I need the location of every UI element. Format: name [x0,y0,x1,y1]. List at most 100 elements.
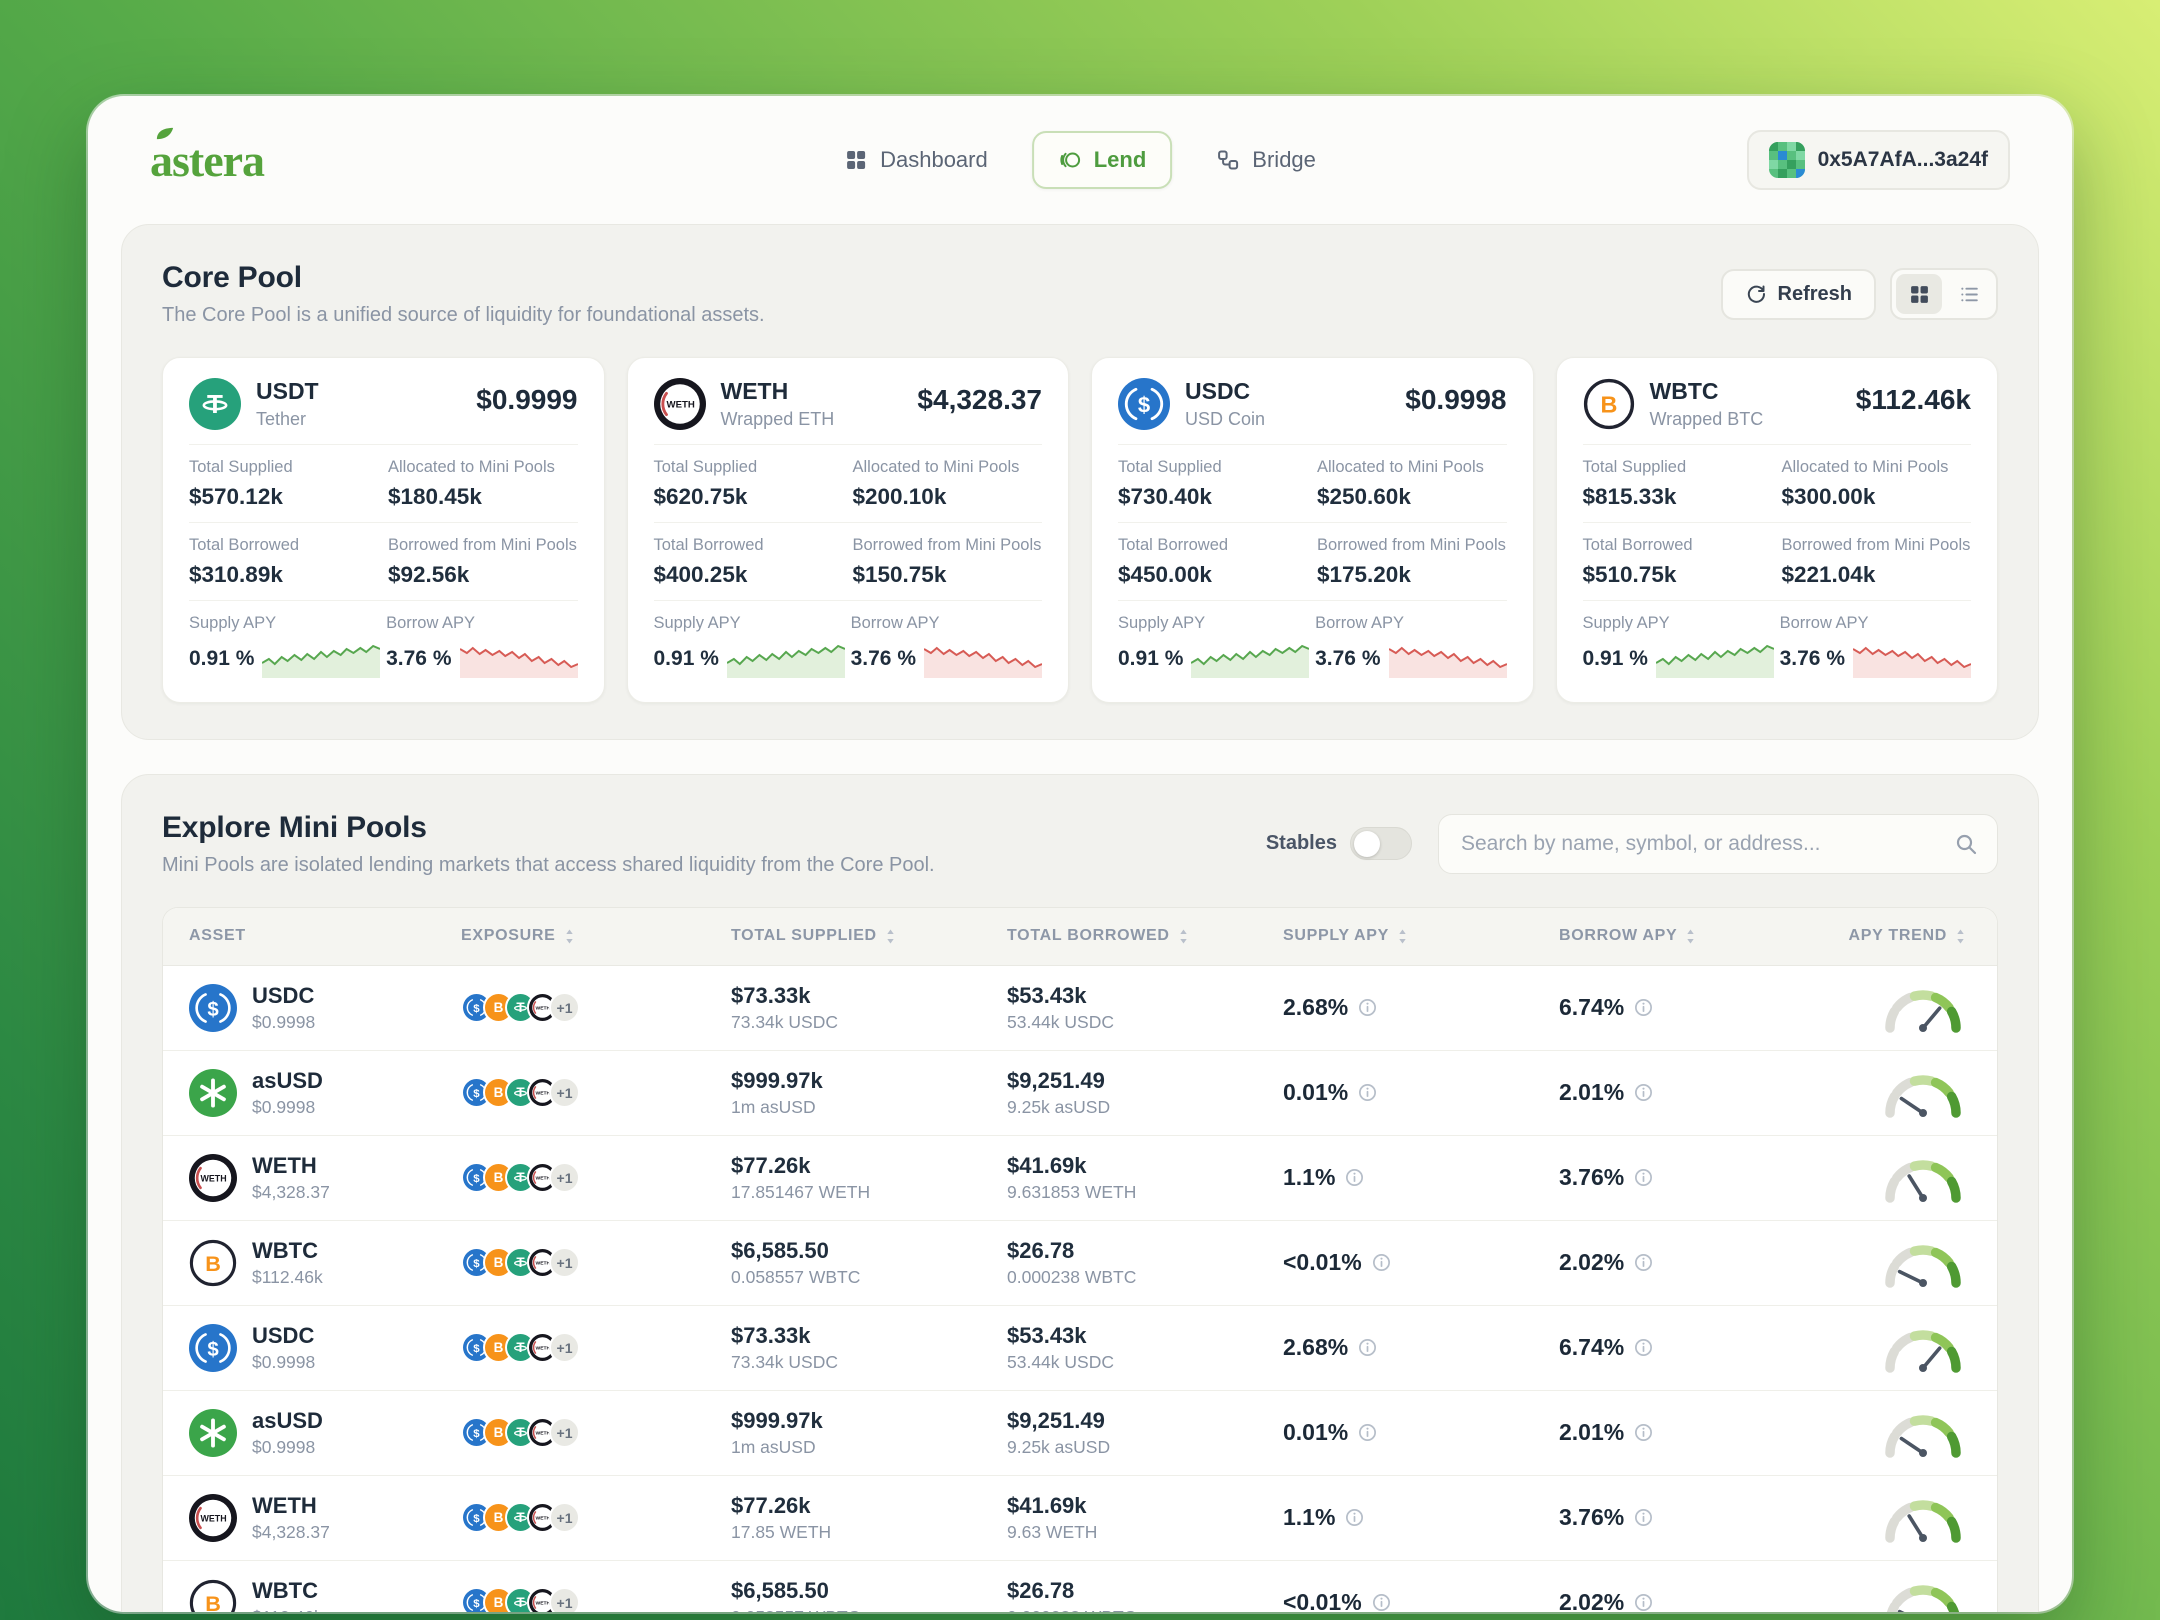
supply-apy-cell: 1.1% [1283,1164,1559,1191]
stables-toggle[interactable] [1350,827,1412,861]
asset-cell: WETH WETH $4,328.37 [189,1493,461,1543]
mini-pool-row[interactable]: WETH WETH $4,328.37 $ B T WETH +1 $77.26… [163,1135,1997,1221]
info-icon[interactable] [1357,1422,1378,1443]
column-header-asset: ASSET [189,927,461,945]
borrowed-from-value: $221.04k [1781,561,1876,587]
svg-text:B: B [494,1426,504,1441]
borrow-apy-value: 6.74% [1559,1334,1625,1361]
core-pool-card[interactable]: WETH WETH Wrapped ETH $4,328.37 Total Su… [626,357,1069,703]
nav-lend[interactable]: Lend [1031,131,1173,189]
nav-bridge[interactable]: Bridge [1190,131,1342,189]
mini-pool-row[interactable]: $ USDC $0.9998 $ B T WETH +1 $73.33k 73.… [163,1305,1997,1391]
apy-trend-gauge [1879,1065,1967,1121]
supplied-value: $73.33k [731,1322,811,1348]
info-icon[interactable] [1633,1252,1654,1273]
mini-pool-row[interactable]: $ USDC $0.9998 $ B T WETH +1 $73.33k 73.… [163,965,1997,1051]
mini-pool-row[interactable]: B WBTC $112.46k $ B T WETH +1 $6,585.50 … [163,1220,1997,1306]
info-icon[interactable] [1357,1082,1378,1103]
supply-apy-sparkline [726,644,845,678]
info-icon[interactable] [1357,1337,1378,1358]
token-icon [189,1068,237,1117]
info-icon[interactable] [1633,1592,1654,1612]
mini-pool-row[interactable]: asUSD $0.9998 $ B T WETH +1 $999.97k 1m … [163,1390,1997,1476]
info-icon[interactable] [1633,1082,1654,1103]
svg-text:T: T [516,1596,525,1611]
exposure-icons: $ B T WETH +1 [461,992,731,1024]
info-icon[interactable] [1344,1167,1365,1188]
column-header-total-borrowed[interactable]: TOTAL BORROWED [1007,927,1283,945]
borrowed-value: $26.78 [1007,1237,1075,1263]
exposure-cell: $ B T WETH +1 [461,1332,731,1364]
borrow-apy-value: 3.76% [1559,1504,1625,1531]
svg-text:B: B [1600,391,1617,417]
borrow-apy-value: 6.74% [1559,994,1625,1021]
brand-logo[interactable]: astera [150,127,265,187]
total-borrowed-label: Total Borrowed [189,535,300,554]
token-symbol: USDT [256,378,319,404]
borrow-apy-cell: 2.01% [1559,1079,1839,1106]
mini-pool-row[interactable]: B WBTC $112.46k $ B T WETH +1 $6,585.50 … [163,1560,1997,1612]
total-supplied-value: $815.33k [1582,483,1677,509]
mini-pool-row[interactable]: asUSD $0.9998 $ B T WETH +1 $999.97k 1m … [163,1050,1997,1136]
total-supplied-label: Total Supplied [653,458,758,476]
column-header-apy-trend[interactable]: APY TREND [1839,927,1971,945]
search-input[interactable] [1438,813,1998,874]
total-supplied-cell: $999.97k 1m asUSD [731,1408,1007,1458]
core-pool-cards: T USDT Tether $0.9999 Total Supplied $57… [162,357,1998,703]
wallet-button[interactable]: 0x5A7AfA...3a24f [1746,130,2010,190]
borrow-apy-label: Borrow APY [1315,613,1405,632]
exposure-cell: $ B T WETH +1 [461,992,731,1024]
exposure-more-badge: +1 [549,1587,580,1612]
supply-apy-sparkline [262,644,381,678]
supply-apy-value: 0.01% [1283,1079,1349,1106]
total-borrowed-cell: $9,251.49 9.25k asUSD [1007,1408,1283,1458]
svg-text:WETH: WETH [535,1601,550,1607]
info-icon[interactable] [1633,1422,1654,1443]
search-icon [1954,832,1978,856]
supplied-value: $77.26k [731,1152,811,1178]
info-icon[interactable] [1633,1337,1654,1358]
token-symbol: asUSD [252,1067,323,1093]
core-pool-card[interactable]: $ USDC USD Coin $0.9998 Total Supplied $… [1091,357,1534,703]
column-header-exposure[interactable]: EXPOSURE [461,927,731,945]
column-header-borrow-apy[interactable]: BORROW APY [1559,927,1839,945]
core-pool-section: Core Pool The Core Pool is a unified sou… [121,224,2039,740]
column-header-total-supplied[interactable]: TOTAL SUPPLIED [731,927,1007,945]
total-borrowed-cell: $26.78 0.000238 WBTC [1007,1238,1283,1288]
core-pool-card[interactable]: B WBTC Wrapped BTC $112.46k Total Suppli… [1555,357,1998,703]
supply-apy-label: Supply APY [1118,613,1206,632]
nav-label: Lend [1093,147,1147,172]
core-pool-card[interactable]: T USDT Tether $0.9999 Total Supplied $57… [162,357,605,703]
supply-apy-label: Supply APY [653,613,741,632]
supply-apy-value: 0.91 % [1582,646,1648,670]
table-body: $ USDC $0.9998 $ B T WETH +1 $73.33k 73.… [163,965,1997,1612]
supplied-amount: 73.34k USDC [731,1351,838,1372]
total-borrowed-value: $400.25k [653,561,748,587]
svg-text:B: B [494,1171,504,1186]
borrowed-amount: 0.000238 WBTC [1007,1607,1283,1612]
info-icon[interactable] [1633,1167,1654,1188]
borrowed-value: $9,251.49 [1007,1407,1105,1433]
list-view-button[interactable] [1946,274,1992,314]
info-icon[interactable] [1371,1252,1392,1273]
borrow-apy-label: Borrow APY [1779,613,1869,632]
info-icon[interactable] [1633,997,1654,1018]
nav-label: Bridge [1252,147,1316,172]
refresh-button[interactable]: Refresh [1720,268,1876,320]
total-borrowed-cell: $9,251.49 9.25k asUSD [1007,1068,1283,1118]
info-icon[interactable] [1371,1592,1392,1612]
nav-dashboard[interactable]: Dashboard [818,131,1014,189]
info-icon[interactable] [1344,1507,1365,1528]
exposure-more-badge: +1 [549,1162,580,1194]
info-icon[interactable] [1633,1507,1654,1528]
borrow-apy-sparkline [1853,646,1971,678]
total-supplied-label: Total Supplied [1582,458,1687,476]
column-header-supply-apy[interactable]: SUPPLY APY [1283,927,1559,945]
grid-view-button[interactable] [1896,274,1942,314]
token-price: $0.9998 [252,1011,316,1032]
apy-trend-gauge [1879,1405,1967,1461]
mini-pool-row[interactable]: WETH WETH $4,328.37 $ B T WETH +1 $77.26… [163,1475,1997,1561]
info-icon[interactable] [1357,997,1378,1018]
borrow-apy-label: Borrow APY [850,613,940,632]
supply-apy-value: 2.68% [1283,994,1349,1021]
